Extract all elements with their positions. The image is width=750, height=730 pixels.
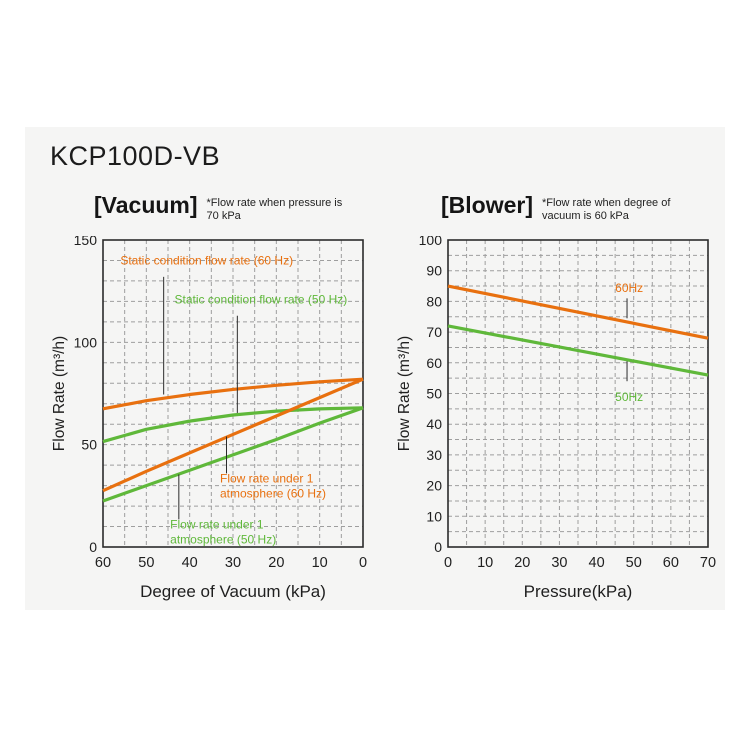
svg-text:30: 30 (426, 447, 442, 463)
svg-text:Static condition flow rate (60: Static condition flow rate (60 Hz) (120, 254, 293, 268)
spec-panel: KCP100D-VB [Vacuum] *Flow rate when pres… (25, 127, 725, 610)
svg-text:Degree of Vacuum (kPa): Degree of Vacuum (kPa) (140, 582, 326, 601)
svg-text:60: 60 (426, 355, 442, 371)
svg-text:10: 10 (426, 508, 442, 524)
vacuum-chart-note: *Flow rate when pressure is 70 kPa (207, 192, 343, 223)
vacuum-chart-title: [Vacuum] (94, 192, 198, 218)
svg-text:40: 40 (182, 555, 198, 571)
svg-text:100: 100 (74, 334, 98, 350)
svg-text:70: 70 (426, 324, 442, 340)
svg-text:Pressure(kPa): Pressure(kPa) (524, 582, 633, 601)
blower-chart-title: [Blower] (441, 192, 533, 218)
svg-text:50: 50 (626, 555, 642, 571)
blower-chart-note: *Flow rate when degree of vacuum is 60 k… (542, 192, 670, 223)
svg-text:20: 20 (268, 555, 284, 571)
svg-text:150: 150 (74, 236, 98, 248)
svg-text:50: 50 (138, 555, 154, 571)
svg-text:atmosphere (60 Hz): atmosphere (60 Hz) (220, 487, 326, 501)
svg-text:20: 20 (426, 478, 442, 494)
blower-note-line-1: *Flow rate when degree of (542, 197, 671, 209)
svg-text:Flow Rate (m³/h): Flow Rate (m³/h) (396, 336, 413, 451)
svg-text:30: 30 (225, 555, 241, 571)
svg-text:Flow Rate (m³/h): Flow Rate (m³/h) (51, 336, 68, 451)
svg-text:70: 70 (700, 555, 716, 571)
blower-note-line-2: vacuum is 60 kPa (542, 210, 629, 222)
blower-chart-plot: 0 10 20 30 40 50 60 70 0 10 20 30 40 50 60 70 80 90 100 Pre… (396, 236, 716, 601)
svg-text:100: 100 (419, 236, 443, 248)
vacuum-chart-header: [Vacuum] *Flow rate when pressure is 70 … (94, 190, 385, 236)
svg-text:60: 60 (95, 555, 111, 571)
vacuum-note-line-2: 70 kPa (206, 210, 241, 222)
svg-text:30: 30 (551, 555, 567, 571)
svg-text:atmosphere (50 Hz): atmosphere (50 Hz) (170, 533, 276, 547)
svg-text:80: 80 (426, 293, 442, 309)
svg-text:50Hz: 50Hz (615, 390, 643, 404)
svg-text:40: 40 (589, 555, 605, 571)
svg-text:50: 50 (81, 437, 97, 453)
svg-text:10: 10 (312, 555, 328, 571)
svg-text:0: 0 (89, 539, 97, 555)
svg-text:60Hz: 60Hz (615, 281, 643, 295)
svg-text:90: 90 (426, 263, 442, 279)
svg-text:0: 0 (434, 539, 442, 555)
svg-text:Flow rate under 1: Flow rate under 1 (170, 518, 264, 532)
vacuum-note-line-1: *Flow rate when pressure is (206, 197, 343, 209)
svg-text:40: 40 (426, 416, 442, 432)
page-title: KCP100D-VB (50, 141, 221, 171)
svg-text:0: 0 (444, 555, 452, 571)
svg-text:20: 20 (514, 555, 530, 571)
svg-text:Flow rate under 1: Flow rate under 1 (220, 472, 314, 486)
vacuum-chart: [Vacuum] *Flow rate when pressure is 70 … (50, 190, 385, 604)
blower-chart: [Blower] *Flow rate when degree of vacuu… (395, 190, 730, 604)
svg-text:60: 60 (663, 555, 679, 571)
blower-chart-header: [Blower] *Flow rate when degree of vacuu… (441, 190, 730, 236)
svg-text:0: 0 (359, 555, 367, 571)
svg-text:50: 50 (426, 386, 442, 402)
svg-text:10: 10 (477, 555, 493, 571)
svg-text:Static condition flow rate (50: Static condition flow rate (50 Hz) (175, 292, 348, 306)
